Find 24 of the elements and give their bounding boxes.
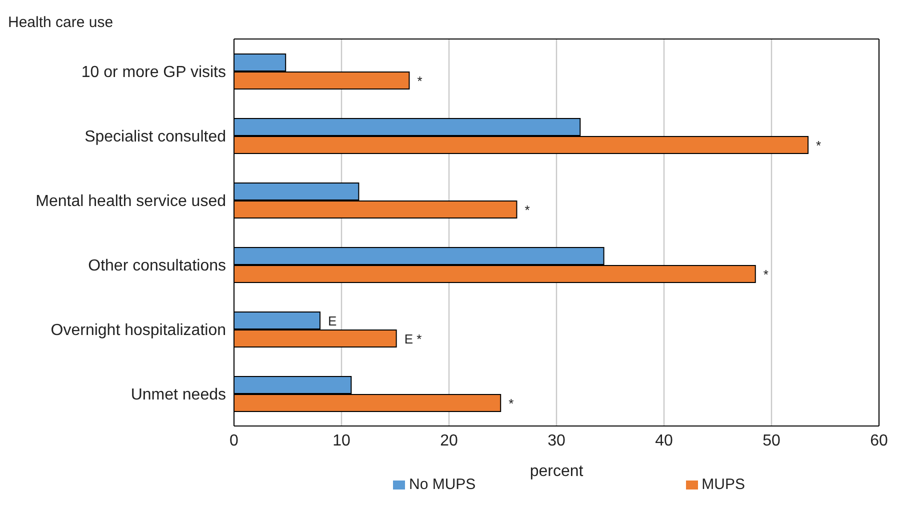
y-axis-title: Health care use	[8, 14, 114, 31]
data-label: *	[763, 267, 768, 282]
data-label: *	[816, 138, 822, 153]
y-tick-label: Unmet needs	[130, 386, 226, 404]
legend-label: No MUPS	[408, 476, 476, 493]
y-tick-label: Overnight hospitalization	[50, 322, 226, 339]
x-tick-label: 30	[548, 432, 566, 450]
x-tick-label: 0	[230, 432, 239, 450]
x-axis-title: percent	[530, 463, 584, 480]
legend-label: MUPS	[702, 476, 746, 493]
y-tick-label: Mental health service used	[36, 192, 226, 210]
data-label: E *	[404, 332, 422, 346]
x-tick-label: 10	[332, 432, 350, 450]
data-label: *	[508, 396, 514, 411]
y-tick-label: Other consultations	[88, 257, 226, 274]
x-tick-label: 50	[762, 432, 780, 450]
data-label: E	[328, 314, 337, 328]
x-tick-label: 60	[870, 432, 888, 450]
data-label: *	[524, 202, 530, 218]
y-tick-label: Specialist consulted	[84, 128, 226, 146]
data-label: *	[417, 74, 422, 88]
x-tick-label: 20	[440, 432, 458, 450]
y-tick-label: 10 or more GP visits	[81, 64, 226, 81]
x-tick-label: 40	[655, 432, 673, 450]
